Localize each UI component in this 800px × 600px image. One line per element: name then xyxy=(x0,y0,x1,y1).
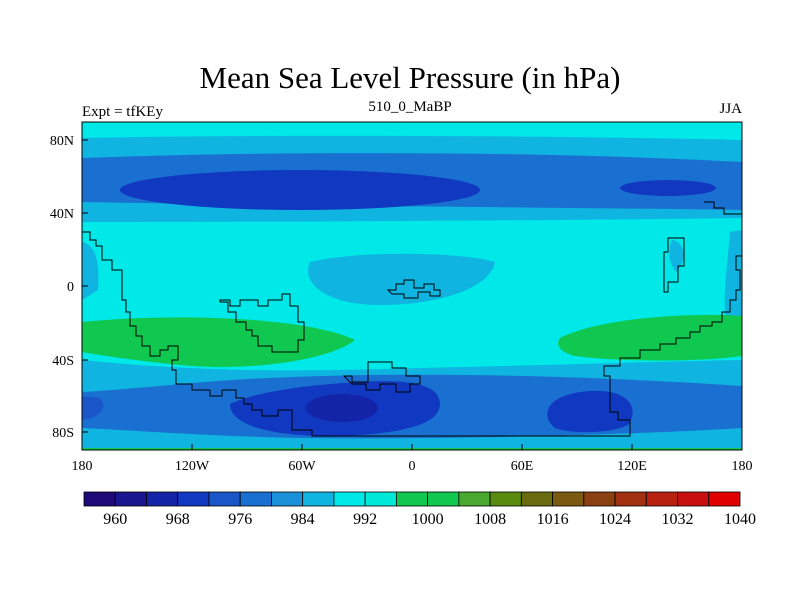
y-tick-label-80s: 80S xyxy=(52,426,74,441)
experiment-label: Expt = tfKEy xyxy=(82,104,163,120)
colorbar-swatch xyxy=(677,491,710,507)
colorbar-swatch xyxy=(520,491,553,507)
colorbar: 960 968 976 984 992 1000 1008 1016 1024 1032 1040 xyxy=(83,491,756,528)
colorbar-label: 976 xyxy=(228,511,252,528)
y-tick-label-0: 0 xyxy=(67,280,74,295)
colorbar-swatch xyxy=(427,491,460,507)
axis-ticks xyxy=(81,139,743,450)
time-label: 510_0_MaBP xyxy=(368,99,452,115)
colorbar-swatch xyxy=(177,491,210,507)
colorbar-label: 1008 xyxy=(474,511,506,528)
coastline-africa-south xyxy=(342,361,421,393)
coastline-east-island xyxy=(663,237,685,293)
x-tick-label-180e: 180 xyxy=(732,459,753,474)
coastline-main xyxy=(82,231,742,437)
colorbar-swatch xyxy=(489,491,522,507)
colorbar-label: 1000 xyxy=(412,511,444,528)
southern-ocean-low xyxy=(306,394,378,422)
colorbar-swatch xyxy=(645,491,678,507)
coastlines xyxy=(82,201,742,437)
arctic-cap xyxy=(82,122,742,140)
colorbar-label: 1032 xyxy=(662,511,694,528)
x-tick-label-120e: 120E xyxy=(617,459,647,474)
colorbar-label: 968 xyxy=(166,511,190,528)
x-tick-label-0: 0 xyxy=(409,459,416,474)
colorbar-swatch xyxy=(114,491,147,507)
southern-ocean-low-east xyxy=(547,390,633,433)
y-tick-label-80n: 80N xyxy=(50,134,74,149)
colorbar-swatch xyxy=(708,491,741,507)
colorbar-swatch xyxy=(302,491,335,507)
x-tick-label-60w: 60W xyxy=(288,459,316,474)
colorbar-label: 1016 xyxy=(537,511,569,528)
colorbar-label: 1040 xyxy=(724,511,756,528)
x-tick-label-180w: 180 xyxy=(72,459,93,474)
season-label: JJA xyxy=(719,101,742,117)
colorbar-swatch xyxy=(208,491,241,507)
ss-low-west-edge xyxy=(82,396,104,420)
coastline-island xyxy=(386,279,441,299)
colorbar-swatch xyxy=(614,491,647,507)
chart-title: Mean Sea Level Pressure (in hPa) xyxy=(199,60,621,95)
x-tick-label-60e: 60E xyxy=(511,459,534,474)
colorbar-swatch xyxy=(271,491,304,507)
colorbar-swatch xyxy=(364,491,397,507)
y-tick-label-40s: 40S xyxy=(52,354,74,369)
nh-low-west xyxy=(120,170,480,210)
colorbar-swatch xyxy=(333,491,366,507)
colorbar-label: 960 xyxy=(103,511,127,528)
colorbar-label: 1024 xyxy=(599,511,631,528)
trough-east xyxy=(669,240,684,272)
y-tick-label-40n: 40N xyxy=(50,207,74,222)
colorbar-label: 992 xyxy=(353,511,377,528)
pressure-field xyxy=(82,122,742,450)
colorbar-swatch xyxy=(146,491,179,507)
colorbar-swatch xyxy=(552,491,585,507)
x-tick-label-120w: 120W xyxy=(175,459,210,474)
subtropical-high-east xyxy=(558,314,742,361)
coastline-south-america xyxy=(219,293,305,353)
equatorial-trough xyxy=(308,253,495,305)
colorbar-swatch xyxy=(83,491,116,507)
colorbar-swatch xyxy=(458,491,491,507)
colorbar-swatch xyxy=(583,491,616,507)
trough-east-edge xyxy=(724,230,742,322)
coastline-north-east xyxy=(704,201,742,215)
colorbar-swatch xyxy=(395,491,429,507)
colorbar-label: 984 xyxy=(291,511,315,528)
nh-low-east xyxy=(620,180,716,196)
colorbar-swatch xyxy=(239,491,272,507)
